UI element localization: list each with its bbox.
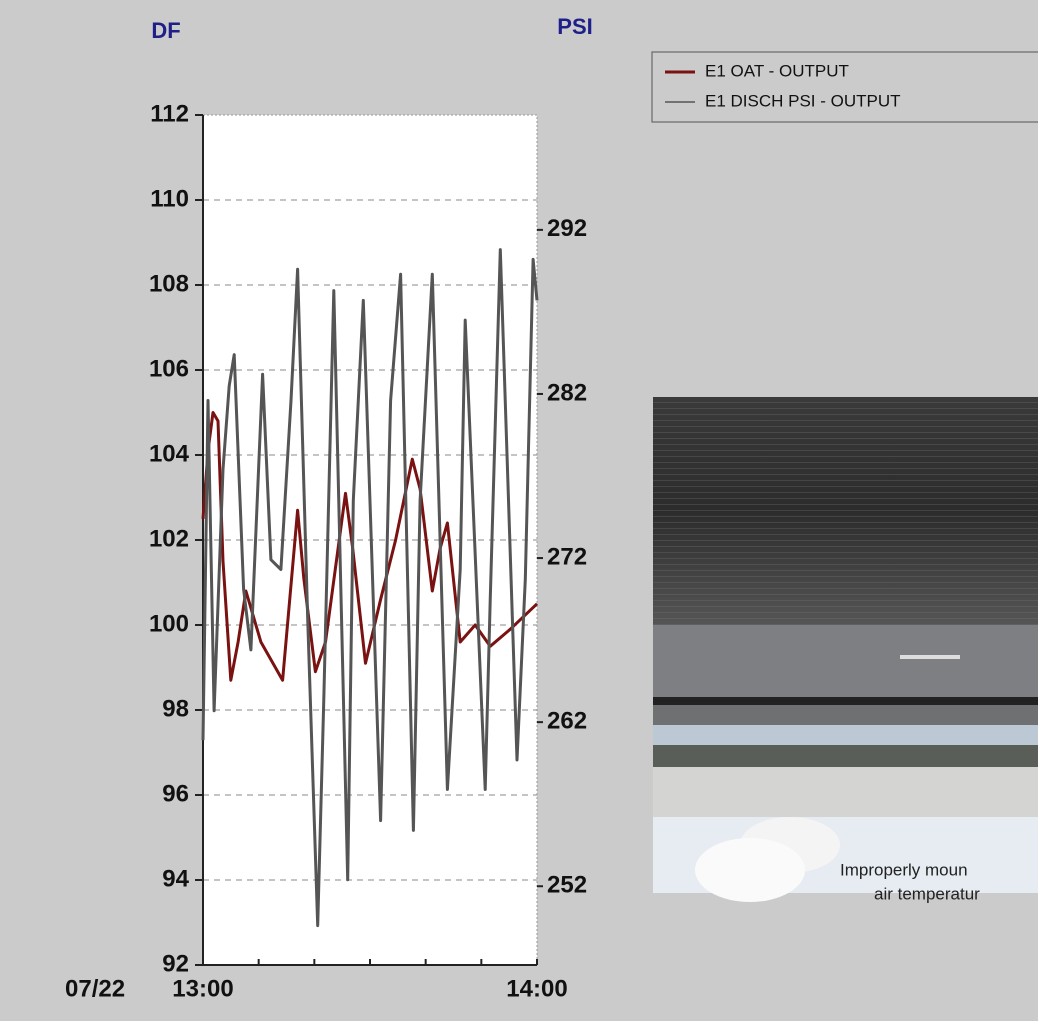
y-tick-label: 112 (150, 100, 189, 127)
photo-caption: air temperatur (874, 884, 980, 903)
x-tick-label: 14:00 (506, 975, 567, 1002)
y-axis-title: DF (151, 18, 180, 43)
y-tick-label: 102 (149, 525, 189, 552)
date-label: 07/22 (65, 975, 125, 1002)
y2-tick-label: 292 (547, 215, 587, 242)
y2-axis-title: PSI (557, 14, 592, 39)
y2-tick-label: 262 (547, 707, 587, 734)
photo-caption: Improperly moun (840, 860, 968, 879)
x-tick-label: 13:00 (172, 975, 233, 1002)
y-tick-label: 94 (162, 865, 189, 892)
legend-label: E1 OAT - OUTPUT (705, 61, 849, 80)
y-tick-label: 106 (149, 355, 189, 382)
y-tick-label: 100 (149, 610, 189, 637)
y-tick-label: 104 (149, 440, 190, 467)
y-tick-label: 108 (149, 270, 189, 297)
y-tick-label: 96 (162, 780, 189, 807)
y-tick-label: 92 (162, 950, 189, 977)
y-tick-label: 98 (162, 695, 189, 722)
chart: Improperly moun air temperatur DF PSI 07… (0, 0, 1038, 1016)
y-tick-label: 110 (150, 185, 189, 212)
y2-tick-label: 282 (547, 379, 587, 406)
y2-tick-label: 272 (547, 543, 587, 570)
photo (653, 397, 1038, 902)
y2-tick-label: 252 (547, 872, 587, 899)
legend-label: E1 DISCH PSI - OUTPUT (705, 91, 901, 110)
